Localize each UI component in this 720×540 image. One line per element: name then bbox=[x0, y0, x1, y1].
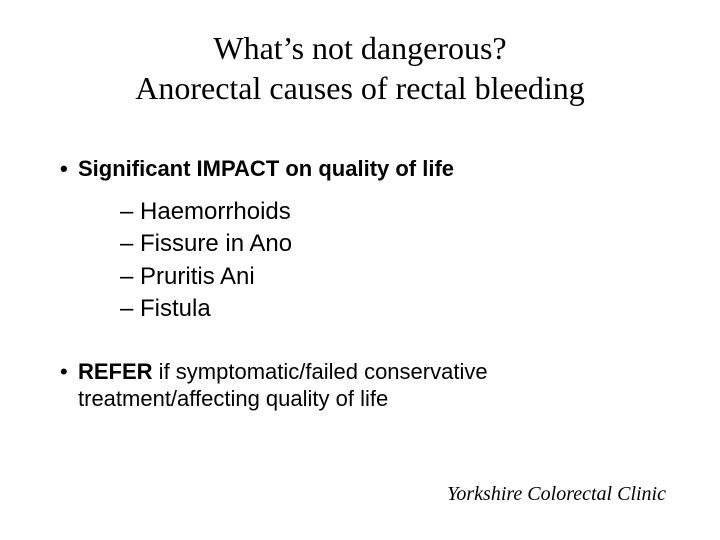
slide-container: What’s not dangerous? Anorectal causes o… bbox=[0, 0, 720, 540]
list-item: – Fissure in Ano bbox=[120, 228, 670, 260]
bullet-impact: •Significant IMPACT on quality of life bbox=[60, 156, 670, 182]
title-line-1: What’s not dangerous? bbox=[213, 30, 506, 66]
refer-bold: REFER bbox=[78, 359, 153, 384]
bullet-refer: •REFER if symptomatic/failed conservativ… bbox=[60, 358, 670, 413]
bullet-dot: • bbox=[60, 156, 78, 182]
title-line-2: Anorectal causes of rectal bleeding bbox=[135, 70, 585, 106]
list-item: – Fistula bbox=[120, 293, 670, 325]
slide-title: What’s not dangerous? Anorectal causes o… bbox=[50, 28, 670, 108]
sublist-causes: – Haemorrhoids – Fissure in Ano – Prurit… bbox=[120, 196, 670, 326]
footer-credit: Yorkshire Colorectal Clinic bbox=[447, 483, 666, 506]
refer-text: REFER if symptomatic/failed conservative… bbox=[78, 358, 658, 413]
list-item: – Haemorrhoids bbox=[120, 196, 670, 228]
bullet-impact-text: Significant IMPACT on quality of life bbox=[78, 156, 454, 181]
list-item: – Pruritis Ani bbox=[120, 261, 670, 293]
bullet-dot: • bbox=[60, 358, 78, 386]
